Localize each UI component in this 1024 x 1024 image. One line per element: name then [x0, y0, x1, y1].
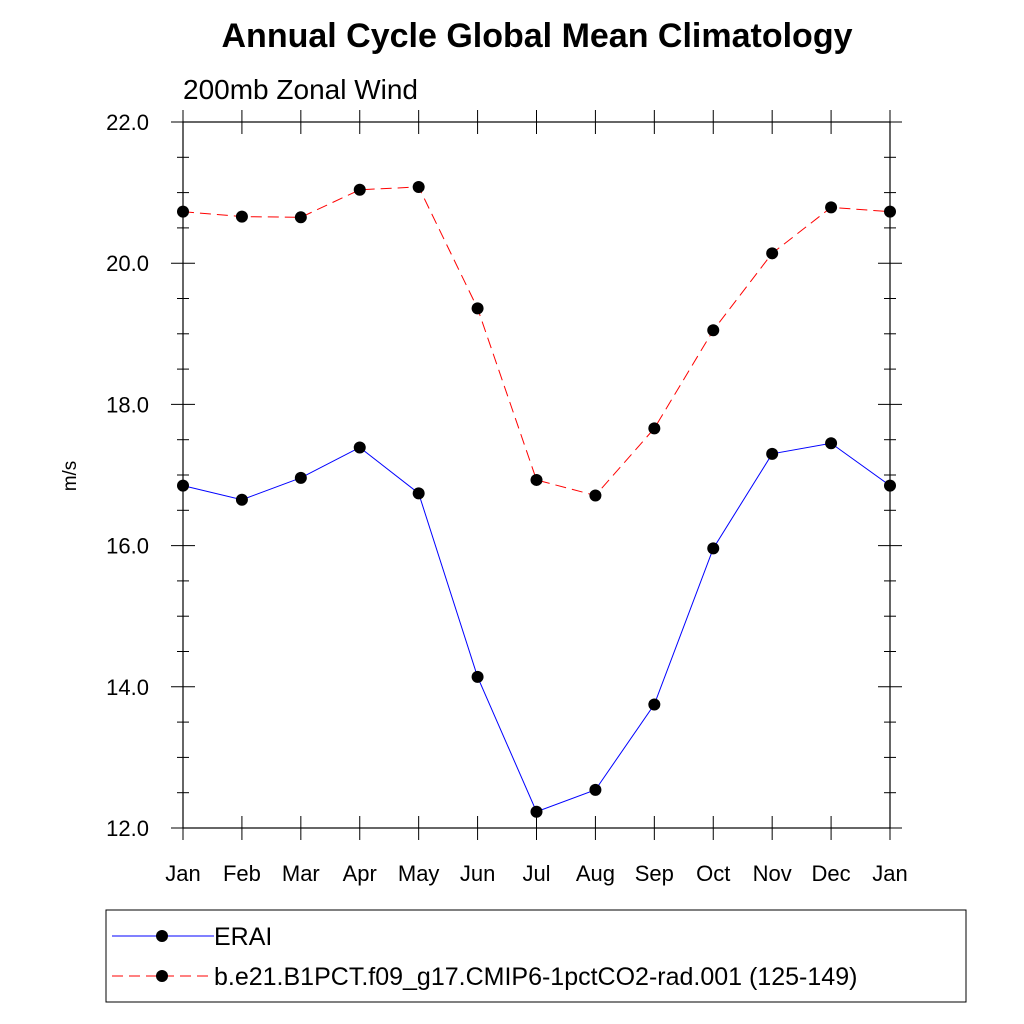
series-1-point [766, 447, 779, 460]
legend: ERAI b.e21.B1PCT.f09_g17.CMIP6-1pctCO2-ra… [112, 923, 857, 991]
y-axis-label: m/s [60, 461, 81, 492]
x-tick-label: Feb [223, 861, 261, 886]
series-line-2 [182, 186, 891, 497]
series-1-point [235, 493, 248, 506]
series-1-point [530, 805, 543, 818]
series-1-point [177, 479, 189, 492]
x-tick-label: Nov [753, 861, 792, 886]
series-2-point [471, 302, 484, 315]
x-tick-label: Apr [343, 861, 377, 886]
series-2-point [648, 422, 661, 435]
series-2-point [353, 183, 366, 196]
chart-subtitle: 200mb Zonal Wind [183, 74, 418, 105]
x-tick-label: Mar [282, 861, 320, 886]
legend-marker-1 [156, 930, 168, 942]
x-tick-label: Jun [460, 861, 495, 886]
series-1-point [353, 441, 366, 454]
series-1-point [825, 437, 838, 450]
x-tick-label: Jul [522, 861, 550, 886]
chart-title: Annual Cycle Global Mean Climatology [222, 17, 853, 55]
y-tick-label: 22.0 [106, 110, 149, 135]
y-tick-label: 12.0 [106, 816, 149, 841]
series-2-point [235, 210, 248, 223]
legend-label-1: ERAI [214, 923, 272, 951]
x-tick-label: Dec [812, 861, 851, 886]
series-1-point [412, 487, 425, 500]
x-tick-label: Sep [635, 861, 674, 886]
x-tick-label: May [398, 861, 440, 886]
series-2-point [884, 205, 896, 218]
series-1-point [294, 471, 307, 484]
x-tick-label: Jan [165, 861, 200, 886]
series-1-point [589, 783, 602, 796]
series-line-1 [182, 442, 891, 813]
series-layer [177, 180, 896, 818]
axis-tick-labels: 12.0 14.0 16.0 18.0 20.0 22.0 Jan Feb Mar Apr May J… [106, 110, 908, 886]
x-tick-label: Aug [576, 861, 615, 886]
legend-label-2: b.e21.B1PCT.f09_g17.CMIP6-1pctCO2-rad.00… [214, 963, 857, 991]
legend-box [105, 909, 967, 1003]
series-2-point [177, 205, 189, 218]
series-2-point [766, 247, 779, 260]
y-tick-label: 14.0 [106, 675, 149, 700]
series-1-point [884, 479, 896, 492]
series-2-point [589, 489, 602, 502]
x-tick-label: Jan [872, 861, 907, 886]
series-1-point [471, 670, 484, 683]
series-2-point [530, 473, 543, 486]
x-tick-label: Oct [696, 861, 730, 886]
series-1-point [707, 542, 720, 555]
y-tick-label: 20.0 [106, 251, 149, 276]
series-2-point [707, 324, 720, 337]
series-2-point [825, 201, 838, 214]
series-2-point [294, 211, 307, 224]
y-tick-label: 18.0 [106, 392, 149, 417]
series-2-point [412, 180, 425, 193]
series-1-point [648, 698, 661, 711]
y-tick-label: 16.0 [106, 534, 149, 559]
axis-ticks [171, 110, 902, 840]
legend-marker-2 [156, 970, 168, 982]
